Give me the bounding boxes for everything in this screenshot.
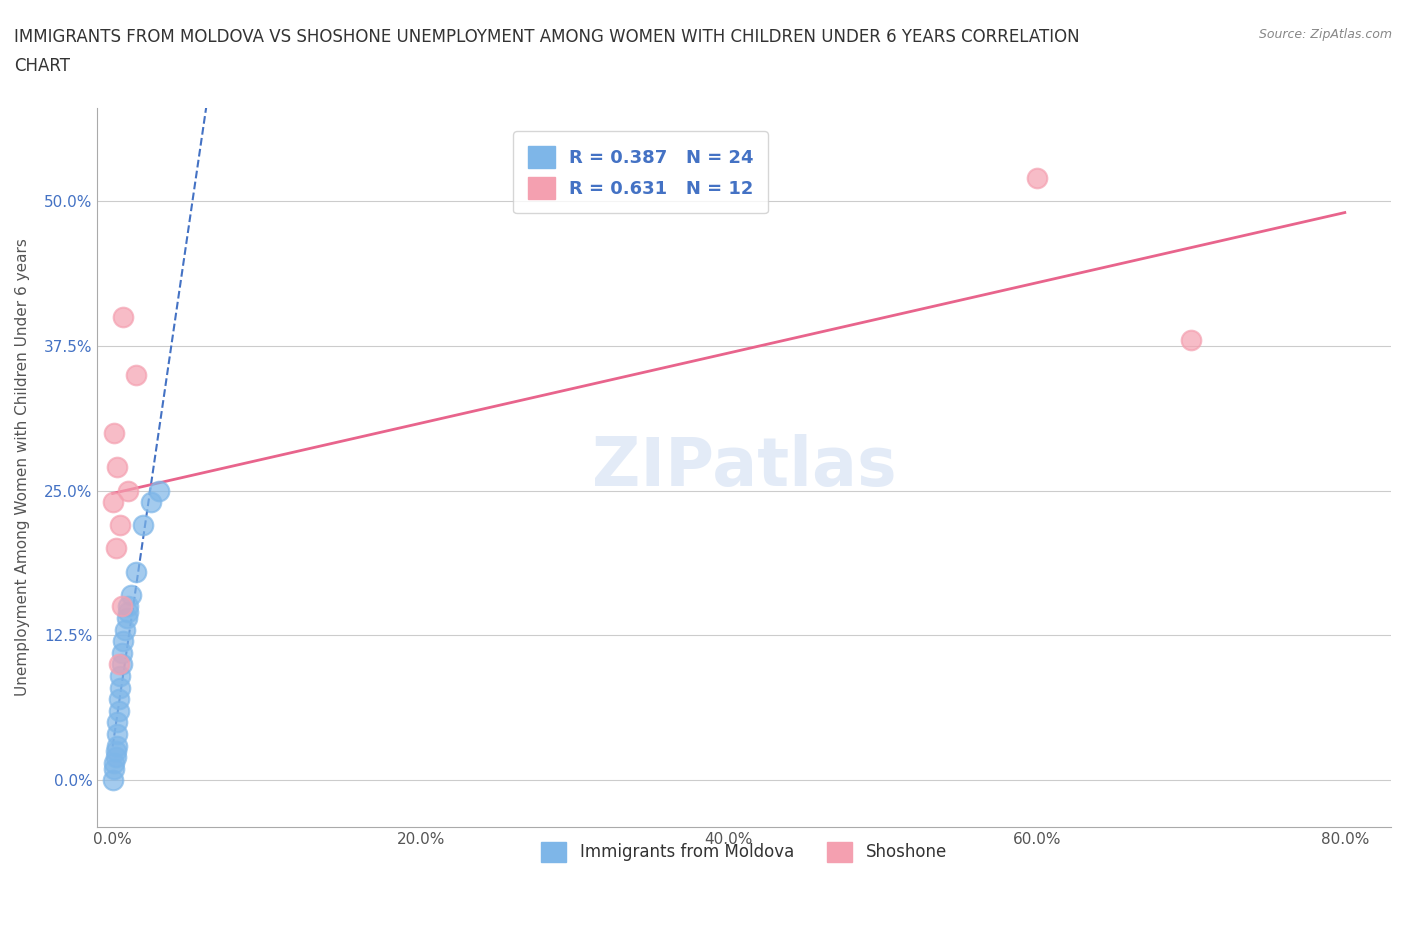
Point	[125, 367, 148, 382]
Point	[148, 483, 170, 498]
Y-axis label: Unemployment Among Women with Children Under 6 years: Unemployment Among Women with Children U…	[15, 238, 30, 697]
Point	[108, 703, 131, 718]
Point	[120, 588, 142, 603]
Point	[141, 495, 163, 510]
Point	[108, 692, 131, 707]
Point	[105, 460, 128, 475]
Point	[108, 657, 131, 671]
Point	[101, 773, 124, 788]
Point	[112, 309, 135, 324]
Point	[105, 715, 128, 730]
Point	[104, 541, 127, 556]
Point	[104, 744, 127, 759]
Point	[103, 425, 125, 440]
Point	[110, 669, 132, 684]
Point	[110, 680, 132, 695]
Legend: Immigrants from Moldova, Shoshone: Immigrants from Moldova, Shoshone	[534, 835, 953, 869]
Text: Source: ZipAtlas.com: Source: ZipAtlas.com	[1258, 28, 1392, 41]
Text: IMMIGRANTS FROM MOLDOVA VS SHOSHONE UNEMPLOYMENT AMONG WOMEN WITH CHILDREN UNDER: IMMIGRANTS FROM MOLDOVA VS SHOSHONE UNEM…	[14, 28, 1080, 75]
Point	[117, 599, 139, 614]
Point	[114, 622, 136, 637]
Point	[115, 611, 138, 626]
Text: ZIPatlas: ZIPatlas	[592, 434, 897, 500]
Point	[111, 599, 134, 614]
Point	[112, 633, 135, 648]
Point	[1025, 170, 1047, 185]
Point	[103, 755, 125, 770]
Point	[111, 657, 134, 671]
Point	[101, 495, 124, 510]
Point	[111, 645, 134, 660]
Point	[104, 750, 127, 764]
Point	[1180, 332, 1202, 347]
Point	[132, 518, 155, 533]
Point	[110, 518, 132, 533]
Point	[117, 483, 139, 498]
Point	[105, 726, 128, 741]
Point	[103, 762, 125, 777]
Point	[117, 604, 139, 619]
Point	[125, 565, 148, 579]
Point	[105, 738, 128, 753]
